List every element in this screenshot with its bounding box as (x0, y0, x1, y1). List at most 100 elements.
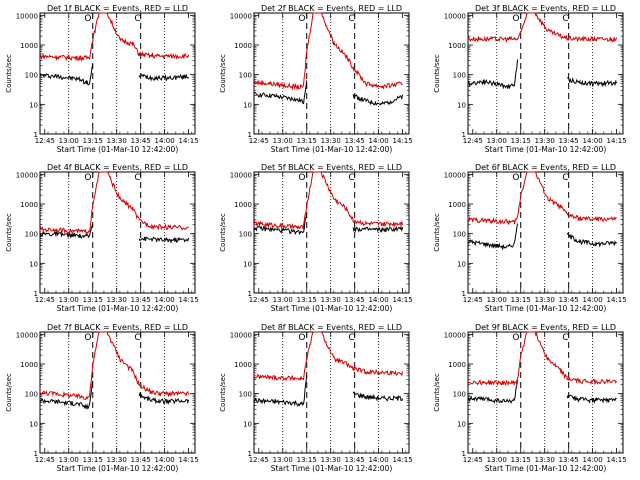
x-tick-label: 13:45 (131, 137, 151, 145)
panel-det-4: Det 4f BLACK = Events, RED = LLD 1 10 100 10… (5, 163, 199, 313)
y-tick-label: 10 (243, 101, 252, 109)
events-series-line (39, 64, 94, 86)
x-tick-label: 14:15 (393, 296, 413, 304)
panel-det-8: Det 8f BLACK = Events, RED = LLD 1 10 100 10… (219, 323, 413, 473)
plot-frame (39, 171, 196, 294)
y-axis-title: Counts/sec (433, 373, 441, 412)
events-series-line (467, 223, 518, 251)
y-tick-label: 1000 (234, 201, 252, 209)
y-tick-label: 1 (462, 131, 466, 139)
x-tick-label: 14:00 (583, 456, 603, 464)
x-tick-label: 13:30 (535, 456, 555, 464)
events-series-line (352, 94, 404, 106)
x-axis-title: Start Time (01-Mar-10 12:42:00) (271, 145, 393, 154)
x-tick-label: 14:00 (583, 296, 603, 304)
panel-title: Det 1f BLACK = Events, RED = LLD (47, 4, 188, 13)
lld-series-line (253, 331, 404, 382)
panel-title: Det 8f BLACK = Events, RED = LLD (261, 323, 402, 332)
x-tick-label: 14:15 (393, 456, 413, 464)
y-tick-label: 10 (29, 420, 38, 428)
x-tick-label: 13:15 (297, 296, 317, 304)
x-tick-label: 13:00 (273, 296, 293, 304)
y-tick-label: 100 (239, 391, 252, 399)
x-tick-label: 13:00 (59, 456, 79, 464)
events-series-line (138, 391, 190, 405)
x-tick-label: 13:45 (131, 456, 151, 464)
y-tick-label: 100 (25, 391, 38, 399)
lld-series-line (39, 331, 190, 400)
marker-c-label: C (134, 14, 140, 24)
x-tick-label: 13:30 (107, 456, 127, 464)
events-series-line (253, 80, 308, 105)
x-tick-label: 12:45 (463, 296, 483, 304)
lld-series-line (467, 12, 618, 44)
marker-o-label: O (512, 333, 519, 343)
x-tick-label: 13:00 (487, 296, 507, 304)
y-tick-label: 1000 (234, 361, 252, 369)
plot-frame (467, 331, 624, 454)
lld-series-line (467, 171, 617, 226)
y-axis-title: Counts/sec (5, 213, 13, 252)
lld-series-line (39, 171, 189, 235)
plot-frame (467, 171, 624, 294)
panel-title: Det 2f BLACK = Events, RED = LLD (261, 4, 402, 13)
x-tick-label: 14:15 (393, 137, 413, 145)
marker-o-label: O (298, 14, 305, 24)
y-tick-label: 10000 (444, 171, 466, 179)
marker-c-label: C (134, 333, 140, 343)
y-tick-label: 1000 (448, 42, 466, 50)
panel-det-6: Det 6f BLACK = Events, RED = LLD 1 10 100 10… (433, 163, 627, 313)
x-axis-title: Start Time (01-Mar-10 12:42:00) (57, 304, 179, 313)
y-tick-label: 100 (25, 231, 38, 239)
y-tick-label: 10 (457, 420, 466, 428)
x-tick-label: 13:15 (511, 456, 531, 464)
x-tick-label: 12:45 (35, 456, 55, 464)
y-tick-label: 1000 (20, 201, 38, 209)
x-tick-label: 13:00 (487, 456, 507, 464)
y-tick-label: 10 (29, 260, 38, 268)
x-tick-label: 13:15 (511, 137, 531, 145)
x-tick-label: 14:00 (155, 137, 175, 145)
y-tick-label: 1000 (234, 42, 252, 50)
y-tick-label: 10000 (230, 171, 252, 179)
y-tick-label: 10000 (16, 171, 38, 179)
x-tick-label: 12:45 (463, 456, 483, 464)
x-tick-label: 13:00 (273, 137, 293, 145)
plot-frame (467, 12, 624, 135)
y-axis-title: Counts/sec (5, 373, 13, 412)
panel-title: Det 5f BLACK = Events, RED = LLD (261, 163, 402, 172)
x-axis-title: Start Time (01-Mar-10 12:42:00) (485, 145, 607, 154)
x-tick-label: 12:45 (35, 137, 55, 145)
panel-title: Det 6f BLACK = Events, RED = LLD (475, 163, 616, 172)
x-tick-label: 14:15 (179, 137, 199, 145)
x-tick-label: 12:45 (463, 137, 483, 145)
y-tick-label: 10000 (444, 12, 466, 20)
events-series-line (39, 223, 94, 239)
x-tick-label: 14:15 (607, 137, 627, 145)
y-tick-label: 10 (243, 260, 252, 268)
x-tick-label: 13:45 (345, 137, 365, 145)
x-axis-title: Start Time (01-Mar-10 12:42:00) (485, 304, 607, 313)
x-tick-label: 13:15 (511, 296, 531, 304)
marker-c-label: C (348, 173, 354, 183)
marker-c-label: C (348, 14, 354, 24)
x-tick-label: 12:45 (35, 296, 55, 304)
y-tick-label: 100 (239, 72, 252, 80)
x-axis-title: Start Time (01-Mar-10 12:42:00) (271, 464, 393, 473)
x-tick-label: 14:15 (179, 296, 199, 304)
events-series-line (467, 380, 518, 404)
x-axis-title: Start Time (01-Mar-10 12:42:00) (271, 304, 393, 313)
panel-det-3: Det 3f BLACK = Events, RED = LLD 1 10 100 10… (433, 4, 627, 154)
plot-frame (253, 12, 410, 135)
y-tick-label: 1 (248, 450, 252, 458)
x-tick-label: 12:45 (249, 137, 269, 145)
panel-det-9: Det 9f BLACK = Events, RED = LLD 1 10 100 10… (433, 323, 627, 473)
x-axis-title: Start Time (01-Mar-10 12:42:00) (485, 464, 607, 473)
x-tick-label: 13:00 (59, 137, 79, 145)
marker-o-label: O (298, 173, 305, 183)
panel-title: Det 3f BLACK = Events, RED = LLD (475, 4, 616, 13)
y-tick-label: 10 (29, 101, 38, 109)
y-tick-label: 10 (457, 101, 466, 109)
marker-o-label: O (84, 14, 91, 24)
